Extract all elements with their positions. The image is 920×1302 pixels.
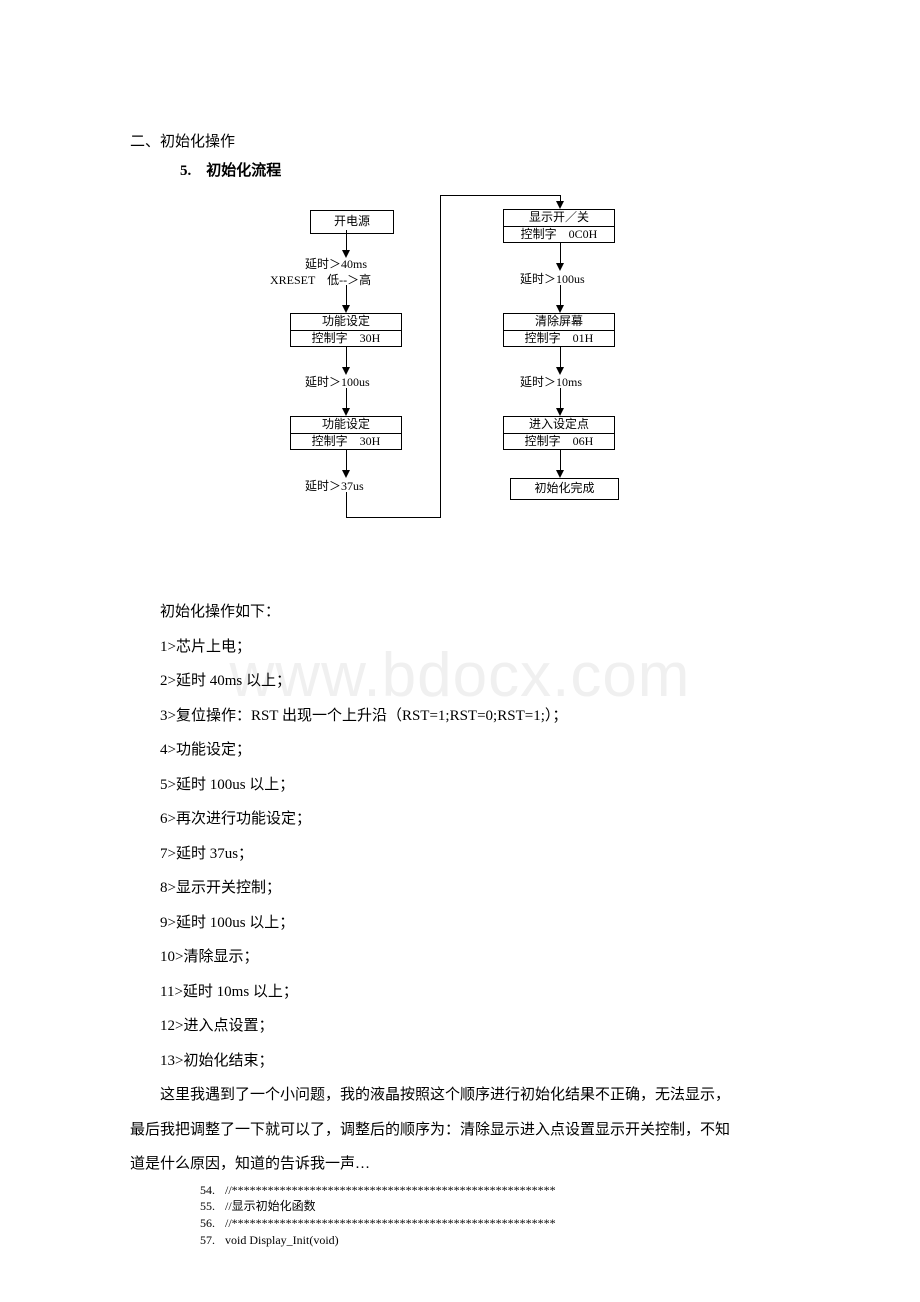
flow-box-row: 功能设定 — [291, 314, 401, 330]
step-item: 9>延时 100us 以上； — [160, 906, 790, 941]
flow-box-clear-screen: 清除屏幕 控制字 01H — [503, 313, 615, 347]
code-line-text: //显示初始化函数 — [225, 1198, 316, 1215]
flow-box-power-on: 开电源 — [310, 210, 394, 234]
flow-label: 延时＞37us — [305, 477, 364, 494]
flow-box-row: 控制字 30H — [291, 330, 401, 347]
step-item: 1>芯片上电； — [160, 630, 790, 665]
flow-label: 延时＞10ms — [520, 373, 582, 390]
flow-box-row: 功能设定 — [291, 417, 401, 433]
code-line: 54. //**********************************… — [180, 1182, 790, 1199]
step-item: 7>延时 37us； — [160, 837, 790, 872]
code-line-num: 57. — [180, 1232, 225, 1249]
code-line-num: 55. — [180, 1198, 225, 1215]
flow-line — [346, 517, 441, 518]
flow-box-display-onoff: 显示开／关 控制字 0C0H — [503, 209, 615, 243]
flow-label: 延时＞100us — [305, 373, 370, 390]
arrow-down-icon — [556, 201, 564, 209]
flow-box-row: 控制字 06H — [504, 433, 614, 450]
arrow-down-icon — [556, 305, 564, 313]
flow-box-func-set-1: 功能设定 控制字 30H — [290, 313, 402, 347]
step-item: 11>延时 10ms 以上； — [160, 975, 790, 1010]
arrow-down-icon — [556, 470, 564, 478]
flow-box-row: 控制字 30H — [291, 433, 401, 450]
code-line: 56. //**********************************… — [180, 1215, 790, 1232]
step-item: 4>功能设定； — [160, 733, 790, 768]
arrow-down-icon — [342, 305, 350, 313]
body-paragraph: 最后我把调整了一下就可以了，调整后的顺序为：清除显示进入点设置显示开关控制，不知 — [130, 1113, 790, 1148]
code-block: 54. //**********************************… — [180, 1182, 790, 1249]
code-line-num: 54. — [180, 1182, 225, 1199]
code-line: 55. //显示初始化函数 — [180, 1198, 790, 1215]
flow-label: XRESET 低--＞高 — [270, 271, 371, 288]
step-item: 13>初始化结束； — [160, 1044, 790, 1079]
steps-intro: 初始化操作如下： — [160, 595, 790, 630]
flow-box-row: 清除屏幕 — [504, 314, 614, 330]
code-line-text: void Display_Init(void) — [225, 1232, 339, 1249]
step-item: 6>再次进行功能设定； — [160, 802, 790, 837]
flow-box-label: 初始化完成 — [534, 481, 594, 497]
step-item: 5>延时 100us 以上； — [160, 768, 790, 803]
body-paragraph: 道是什么原因，知道的告诉我一声… — [130, 1147, 790, 1182]
code-line-text: //**************************************… — [225, 1215, 556, 1232]
flow-label: 延时＞100us — [520, 270, 585, 287]
flow-box-init-done: 初始化完成 — [510, 478, 619, 500]
flow-box-row: 控制字 01H — [504, 330, 614, 347]
flow-box-row: 控制字 0C0H — [504, 226, 614, 243]
step-item: 3>复位操作：RST 出现一个上升沿（RST=1;RST=0;RST=1;）； — [160, 699, 790, 734]
flow-box-row: 进入设定点 — [504, 417, 614, 433]
flow-box-row: 显示开／关 — [504, 210, 614, 226]
flow-line — [346, 492, 347, 517]
code-line-text: //**************************************… — [225, 1182, 556, 1199]
flow-box-label: 开电源 — [334, 214, 370, 230]
step-item: 2>延时 40ms 以上； — [160, 664, 790, 699]
step-item: 8>显示开关控制； — [160, 871, 790, 906]
step-item: 10>清除显示； — [160, 940, 790, 975]
code-line: 57. void Display_Init(void) — [180, 1232, 790, 1249]
flow-box-entry-mode: 进入设定点 控制字 06H — [503, 416, 615, 450]
section-title: 二、初始化操作 — [130, 130, 790, 151]
flowchart-diagram: 开电源 延时＞40ms XRESET 低--＞高 功能设定 控制字 30H 延时… — [250, 195, 670, 565]
arrow-down-icon — [342, 408, 350, 416]
step-item: 12>进入点设置； — [160, 1009, 790, 1044]
flow-line — [440, 195, 441, 517]
flow-label: 延时＞40ms — [305, 255, 367, 272]
code-line-num: 56. — [180, 1215, 225, 1232]
steps-block: 初始化操作如下： 1>芯片上电； 2>延时 40ms 以上； 3>复位操作：RS… — [160, 595, 790, 1078]
flow-box-func-set-2: 功能设定 控制字 30H — [290, 416, 402, 450]
body-paragraph: 这里我遇到了一个小问题，我的液晶按照这个顺序进行初始化结果不正确，无法显示， — [130, 1078, 790, 1113]
flow-line — [440, 195, 560, 196]
arrow-down-icon — [556, 408, 564, 416]
subsection-title: 5. 初始化流程 — [180, 159, 790, 180]
